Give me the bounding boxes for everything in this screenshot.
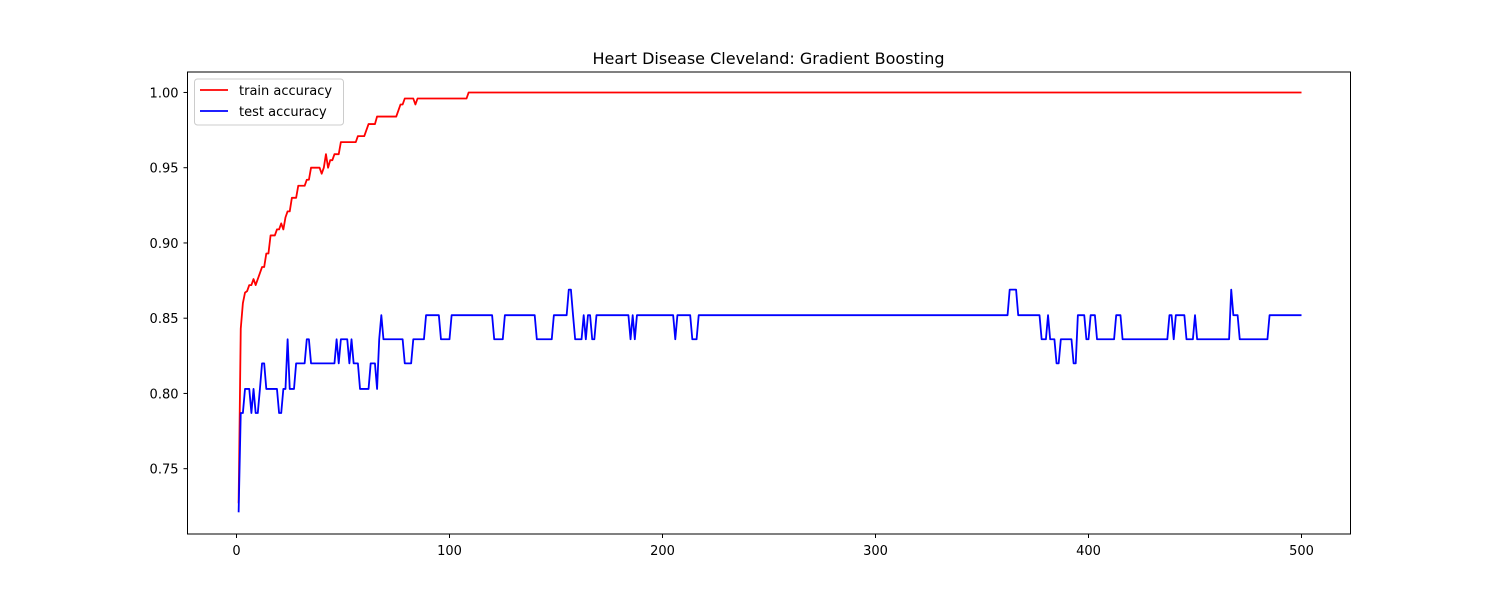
legend-label-test: test accuracy xyxy=(239,105,327,120)
legend-label-train: train accuracy xyxy=(239,84,332,99)
y-tick-label: 1.00 xyxy=(150,86,179,101)
x-tick-label: 100 xyxy=(437,544,462,559)
y-tick-label: 0.75 xyxy=(150,463,179,478)
legend-box xyxy=(194,78,344,126)
plot-frame xyxy=(187,71,1351,535)
x-tick-label: 400 xyxy=(1076,544,1101,559)
x-tick-label: 500 xyxy=(1289,544,1314,559)
x-tick-label: 300 xyxy=(863,544,888,559)
y-axis: 0.75 0.80 0.85 0.90 0.95 1.00 xyxy=(150,86,188,478)
plot-area xyxy=(187,72,1351,534)
y-tick-label: 0.80 xyxy=(150,387,179,402)
series-layer xyxy=(237,91,1302,513)
y-tick-label: 0.95 xyxy=(150,162,179,177)
y-tick-label: 0.90 xyxy=(150,237,179,252)
y-tick-label: 0.85 xyxy=(150,312,179,327)
x-axis: 0 100 200 300 400 500 xyxy=(232,534,1314,559)
series-line-test-accuracy xyxy=(237,288,1302,513)
x-tick-label: 0 xyxy=(232,544,240,559)
x-tick-label: 200 xyxy=(650,544,675,559)
legend: train accuracy test accuracy xyxy=(194,78,344,126)
chart-title: Heart Disease Cleveland: Gradient Boosti… xyxy=(592,49,944,68)
series-line-train-accuracy xyxy=(237,91,1302,504)
